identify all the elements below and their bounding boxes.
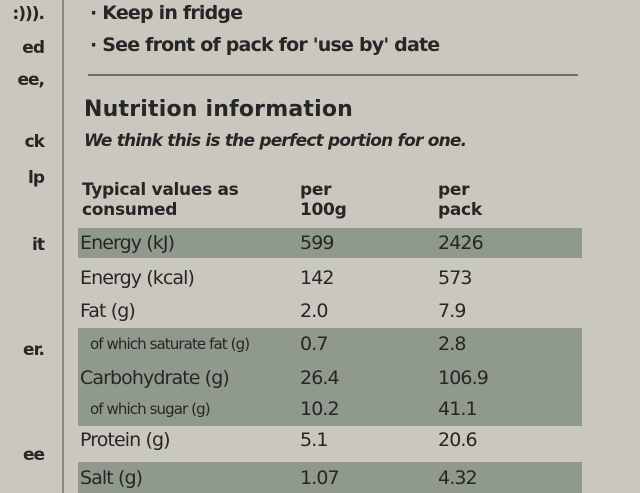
nutrient-label: of which sugar (g) <box>90 400 211 418</box>
nutrient-value: 0.7 <box>300 333 328 355</box>
section-title: Nutrition information <box>84 97 354 122</box>
nutrient-label: Energy (kcal) <box>80 267 195 289</box>
text-fragment: it <box>32 235 45 255</box>
nutrient-value: 142 <box>300 267 334 289</box>
section-subtitle: We think this is the perfect portion for… <box>84 131 467 151</box>
column-header: per pack <box>438 180 482 220</box>
nutrient-value: 10.2 <box>300 398 340 420</box>
nutrient-value: 1.07 <box>300 467 340 489</box>
nutrient-value: 4.32 <box>438 467 478 489</box>
nutrient-label: Salt (g) <box>80 467 143 489</box>
text-fragment: ee, <box>17 70 45 90</box>
storage-note: · Keep in fridge <box>90 2 243 24</box>
nutrient-label: Carbohydrate (g) <box>80 367 230 389</box>
nutrient-value: 2426 <box>438 232 484 254</box>
nutrient-label: of which saturate fat (g) <box>90 335 250 353</box>
nutrient-value: 5.1 <box>300 429 328 451</box>
nutrient-value: 20.6 <box>438 429 478 451</box>
nutrient-value: 106.9 <box>438 367 489 389</box>
nutrient-value: 26.4 <box>300 367 340 389</box>
nutrient-value: 7.9 <box>438 300 466 322</box>
column-header: Typical values as consumed <box>82 180 239 220</box>
column-header: per 100g <box>300 180 347 220</box>
nutrient-value: 573 <box>438 267 472 289</box>
divider <box>88 74 578 76</box>
text-fragment: :))). <box>12 4 45 24</box>
text-fragment: ck <box>24 132 45 152</box>
column-rule <box>62 0 64 493</box>
row-shade <box>78 328 582 426</box>
row-shade <box>78 228 582 258</box>
row-shade <box>78 462 582 493</box>
nutrient-value: 41.1 <box>438 398 478 420</box>
nutrient-value: 2.8 <box>438 333 466 355</box>
nutrient-label: Protein (g) <box>80 429 171 451</box>
nutrient-label: Fat (g) <box>80 300 136 322</box>
nutrient-value: 599 <box>300 232 334 254</box>
text-fragment: er. <box>23 340 45 360</box>
storage-note: · See front of pack for 'use by' date <box>90 34 440 56</box>
nutrient-label: Energy (kJ) <box>80 232 175 254</box>
text-fragment: ee <box>22 445 45 465</box>
nutrient-value: 2.0 <box>300 300 328 322</box>
text-fragment: ed <box>22 38 45 58</box>
text-fragment: lp <box>28 168 45 188</box>
